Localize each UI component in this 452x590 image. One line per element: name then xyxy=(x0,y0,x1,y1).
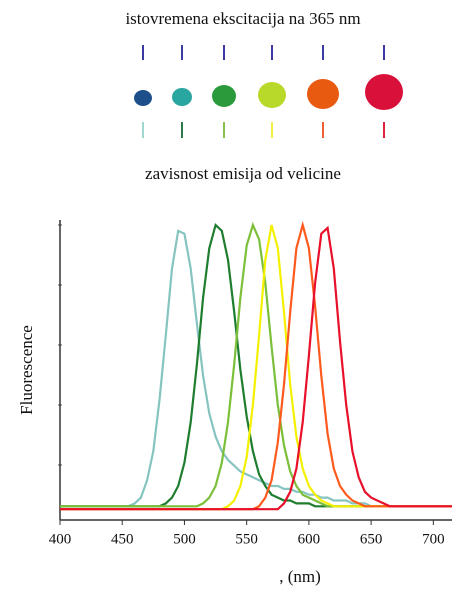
y-axis-label: Fluorescence xyxy=(17,325,36,415)
chart-subtitle: zavisnost emisija od velicine xyxy=(145,164,341,183)
dot xyxy=(258,82,286,108)
x-tick-label: 450 xyxy=(111,531,134,547)
x-tick-label: 600 xyxy=(298,531,321,547)
dot xyxy=(212,85,236,107)
x-tick-label: 550 xyxy=(235,531,258,547)
dot xyxy=(172,88,192,106)
x-tick-label: 400 xyxy=(49,531,72,547)
dot xyxy=(134,90,152,106)
x-tick-label: 700 xyxy=(422,531,445,547)
x-tick-label: 500 xyxy=(173,531,196,547)
emission-arrows xyxy=(143,122,384,138)
dot xyxy=(365,74,403,110)
x-axis-label: , (nm) xyxy=(279,567,321,586)
chart: istovremena ekscitacija na 365 nm zavisn… xyxy=(0,0,452,590)
x-tick-label: 650 xyxy=(360,531,383,547)
dot xyxy=(307,79,339,109)
chart-title: istovremena ekscitacija na 365 nm xyxy=(125,9,360,28)
quantum-dots xyxy=(134,45,403,138)
excitation-arrows xyxy=(143,45,384,60)
